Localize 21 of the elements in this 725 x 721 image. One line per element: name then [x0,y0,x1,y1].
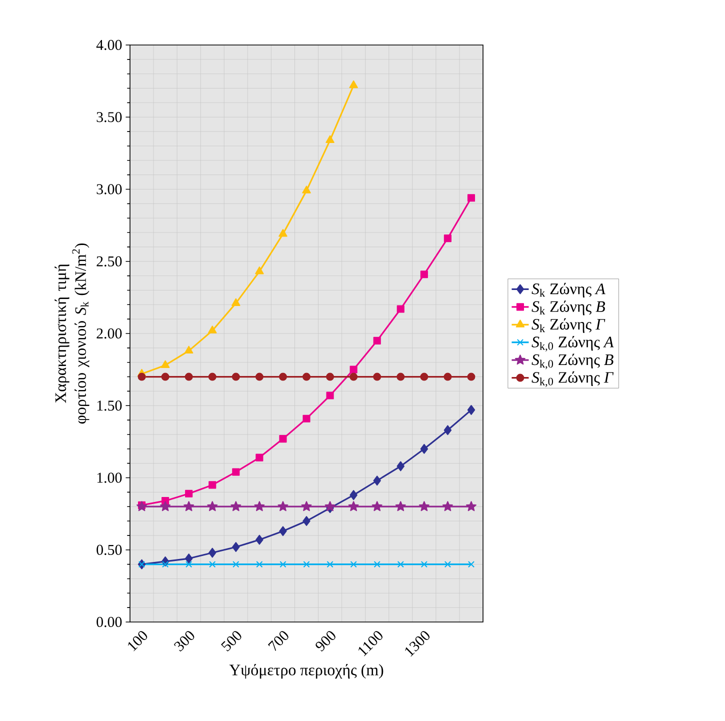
y-tick-label: 1.50 [97,400,122,411]
y-tick-label: 0.50 [96,544,122,555]
y-tick-label: 2.00 [96,328,122,339]
y-tick-label: 3.50 [96,112,122,122]
y-tick-label: 1.00 [97,472,122,483]
legend-label: S$_{k,0}$ Ζώνης Γ [532,371,614,387]
x-axis-title: Υψόμετρο περιοχής (m) [229,664,384,679]
legend-label: S$_{k}$ Ζώνης Β [532,300,605,316]
legend-label: S$_{k}$ Ζώνης Γ [532,318,606,333]
legend-label: S$_{k}$ Ζώνης Α [532,282,606,298]
legend-label: S$_{k,0}$ Ζώνης Β [532,354,614,370]
y-tick-label: 2.50 [96,256,122,266]
x-tick-label: 100 [128,631,148,652]
x-tick-label: 500 [221,631,242,652]
x-tick-label: 900 [316,631,336,652]
legend-label: S$_{k,0}$ Ζώνης Α [532,336,614,352]
y-tick-label: 0.00 [96,616,122,628]
y-tick-label: 4.00 [96,40,122,50]
y-tick-label: 3.00 [96,184,122,194]
x-tick-label: 700 [268,631,288,652]
x-tick-label: 300 [174,631,194,652]
